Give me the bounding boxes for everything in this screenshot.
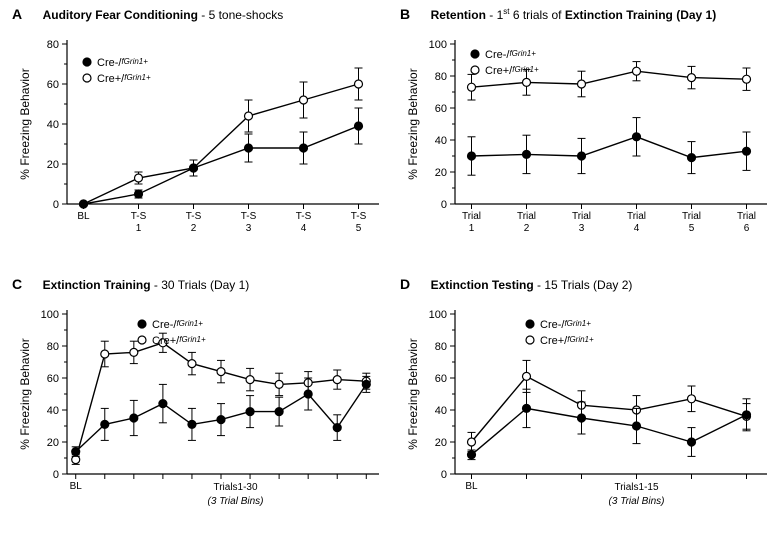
svg-text:80: 80	[47, 39, 59, 51]
panel-b-chart: 020406080100% Freezing BehaviorTrial1Tri…	[400, 24, 775, 254]
svg-text:60: 60	[47, 79, 59, 91]
svg-text:T-S: T-S	[296, 211, 312, 222]
svg-text:4: 4	[634, 223, 640, 234]
svg-text:20: 20	[435, 167, 447, 179]
panel-a-chart: 020406080% Freezing BehaviorBLT-S1T-S2T-…	[12, 24, 387, 254]
svg-text:T-S: T-S	[351, 211, 367, 222]
svg-text:Trial: Trial	[737, 211, 756, 222]
panel-d-title-row: D Extinction Testing - 15 Trials (Day 2)	[400, 276, 775, 294]
svg-text:T-S: T-S	[131, 211, 147, 222]
svg-text:20: 20	[435, 437, 447, 449]
panel-b-label: B	[400, 6, 410, 22]
svg-text:60: 60	[435, 103, 447, 115]
svg-text:2: 2	[191, 223, 197, 234]
svg-text:4: 4	[301, 223, 307, 234]
svg-text:(3 Trial Bins): (3 Trial Bins)	[208, 496, 264, 507]
svg-text:1: 1	[136, 223, 142, 234]
svg-text:5: 5	[689, 223, 695, 234]
panel-c-title-row: C Extinction Training - 30 Trials (Day 1…	[12, 276, 387, 294]
svg-text:BL: BL	[70, 481, 83, 492]
panel-b-title: Retention - 1st 6 trials of Extinction T…	[431, 8, 717, 22]
svg-text:Trial: Trial	[462, 211, 481, 222]
svg-text:0: 0	[441, 469, 447, 481]
svg-text:0: 0	[53, 469, 59, 481]
panel-d-title: Extinction Testing - 15 Trials (Day 2)	[431, 278, 633, 292]
svg-text:T-S: T-S	[186, 211, 202, 222]
panel-c-label: C	[12, 276, 22, 292]
figure: A Auditory Fear Conditioning - 5 tone-sh…	[0, 0, 779, 550]
svg-text:Trial: Trial	[627, 211, 646, 222]
svg-text:% Freezing Behavior: % Freezing Behavior	[18, 68, 32, 179]
panel-a: A Auditory Fear Conditioning - 5 tone-sh…	[12, 6, 387, 259]
panel-d: D Extinction Testing - 15 Trials (Day 2)…	[400, 276, 775, 549]
svg-text:2: 2	[524, 223, 530, 234]
svg-text:Cre+/fGrin1+: Cre+/fGrin1+	[540, 335, 594, 347]
svg-text:100: 100	[429, 39, 447, 51]
svg-text:3: 3	[246, 223, 252, 234]
panel-a-label: A	[12, 6, 22, 22]
svg-text:1: 1	[469, 223, 475, 234]
svg-text:Cre+/fGrin1+: Cre+/fGrin1+	[97, 73, 151, 85]
svg-text:Trial: Trial	[682, 211, 701, 222]
svg-text:100: 100	[41, 309, 59, 321]
panel-d-chart: 0 20 40 60 80 100 % Freezing Behavior BL Trials1…	[400, 294, 775, 544]
svg-text:3: 3	[579, 223, 585, 234]
svg-text:Cre-/fGrin1+: Cre-/fGrin1+	[152, 319, 203, 331]
svg-text:Cre+/fGrin1+: Cre+/fGrin1+	[152, 335, 206, 347]
svg-text:40: 40	[47, 405, 59, 417]
panel-c-title: Extinction Training - 30 Trials (Day 1)	[43, 278, 250, 292]
svg-text:T-S: T-S	[241, 211, 257, 222]
svg-text:100: 100	[429, 309, 447, 321]
panel-a-title-row: A Auditory Fear Conditioning - 5 tone-sh…	[12, 6, 387, 24]
panel-c-chart: 0 20 40 60 80 100 % Freezing Behavior BL Trials1…	[12, 294, 387, 544]
svg-text:40: 40	[435, 135, 447, 147]
svg-text:Trial: Trial	[517, 211, 536, 222]
svg-text:60: 60	[435, 373, 447, 385]
svg-text:0: 0	[441, 199, 447, 211]
svg-text:Cre-/fGrin1+: Cre-/fGrin1+	[540, 319, 591, 331]
svg-text:% Freezing Behavior: % Freezing Behavior	[18, 338, 32, 449]
svg-text:BL: BL	[77, 211, 90, 222]
svg-text:80: 80	[435, 341, 447, 353]
svg-text:20: 20	[47, 159, 59, 171]
panel-c: C Extinction Training - 30 Trials (Day 1…	[12, 276, 387, 549]
panel-b-title-row: B Retention - 1st 6 trials of Extinction…	[400, 6, 775, 24]
svg-text:(3 Trial Bins): (3 Trial Bins)	[609, 496, 665, 507]
svg-text:80: 80	[47, 341, 59, 353]
panel-a-title: Auditory Fear Conditioning - 5 tone-shoc…	[43, 8, 284, 22]
svg-text:5: 5	[356, 223, 362, 234]
svg-text:Cre-/fGrin1+: Cre-/fGrin1+	[485, 49, 536, 61]
svg-text:Cre-/fGrin1+: Cre-/fGrin1+	[97, 57, 148, 69]
svg-text:Trials1-15: Trials1-15	[614, 482, 659, 493]
panel-d-label: D	[400, 276, 410, 292]
svg-text:% Freezing Behavior: % Freezing Behavior	[406, 68, 420, 179]
svg-text:0: 0	[53, 199, 59, 211]
svg-text:BL: BL	[465, 481, 478, 492]
svg-text:40: 40	[47, 119, 59, 131]
svg-text:% Freezing Behavior: % Freezing Behavior	[406, 338, 420, 449]
svg-text:6: 6	[744, 223, 750, 234]
svg-text:Cre+/fGrin1+: Cre+/fGrin1+	[485, 65, 539, 77]
svg-text:40: 40	[435, 405, 447, 417]
svg-text:80: 80	[435, 71, 447, 83]
svg-text:20: 20	[47, 437, 59, 449]
panel-b: B Retention - 1st 6 trials of Extinction…	[400, 6, 775, 259]
svg-text:60: 60	[47, 373, 59, 385]
svg-text:Trials1-30: Trials1-30	[213, 482, 258, 493]
svg-text:Trial: Trial	[572, 211, 591, 222]
